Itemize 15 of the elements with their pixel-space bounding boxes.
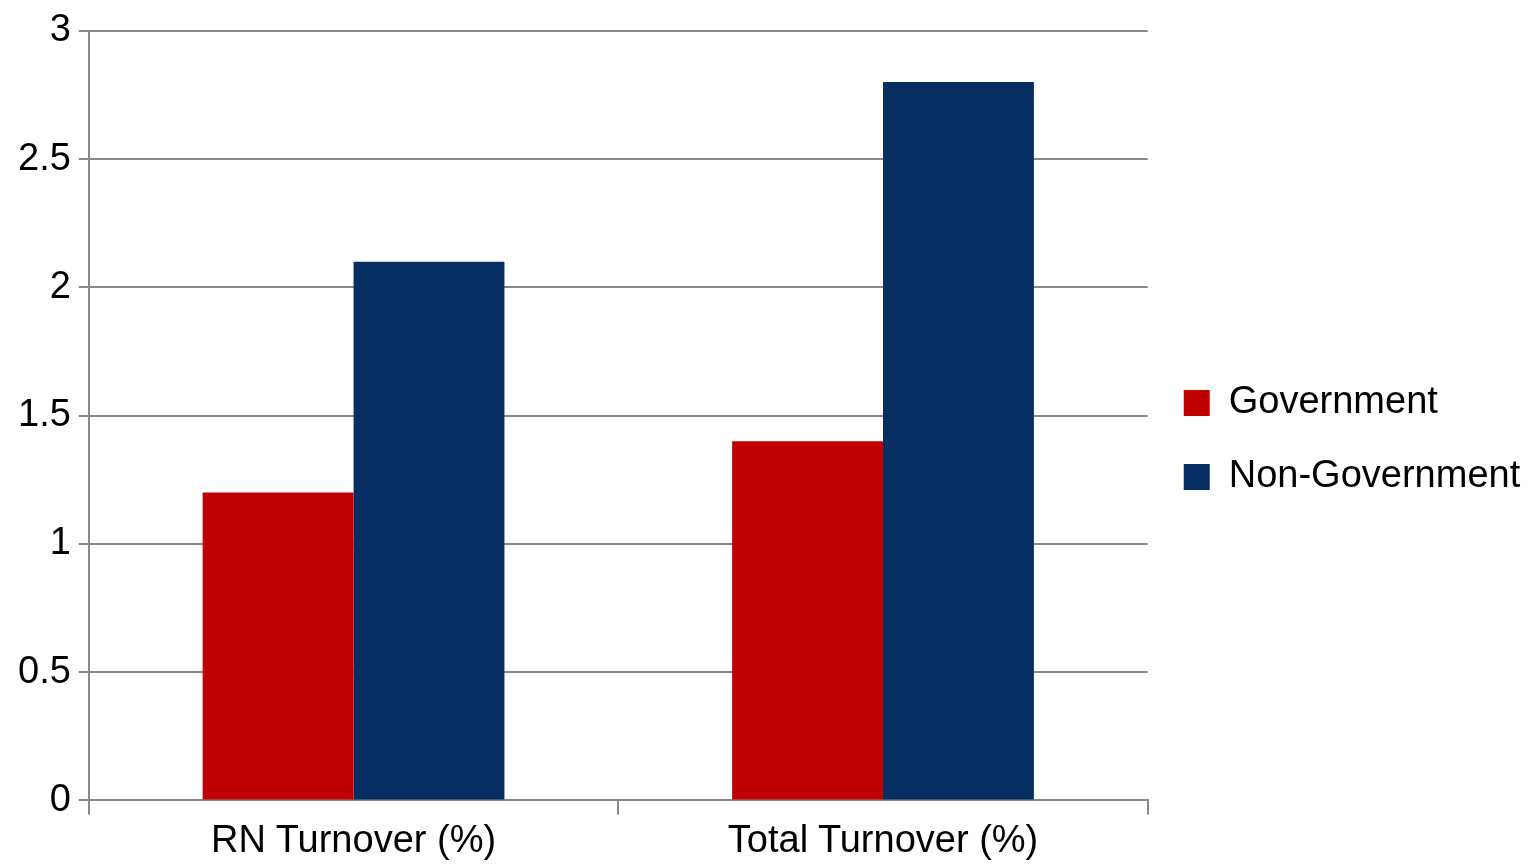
y-tick-label: 1.5 bbox=[18, 392, 71, 435]
y-tick-label: 2.5 bbox=[18, 135, 71, 178]
y-tick-label: 0.5 bbox=[18, 648, 71, 691]
bar bbox=[883, 82, 1034, 800]
y-tick-label: 0 bbox=[49, 776, 71, 819]
bar bbox=[353, 261, 505, 800]
legend-label: Non-Government bbox=[1228, 453, 1521, 496]
y-tick-label: 1 bbox=[49, 520, 71, 563]
x-tick-label: RN Turnover (%) bbox=[211, 817, 497, 860]
y-tick-label: 2 bbox=[49, 263, 71, 306]
y-tick-label: 3 bbox=[49, 7, 71, 50]
x-tick-label: Total Turnover (%) bbox=[727, 817, 1039, 860]
legend-label: Government bbox=[1228, 379, 1439, 422]
bar bbox=[732, 441, 884, 800]
bar bbox=[202, 492, 354, 800]
